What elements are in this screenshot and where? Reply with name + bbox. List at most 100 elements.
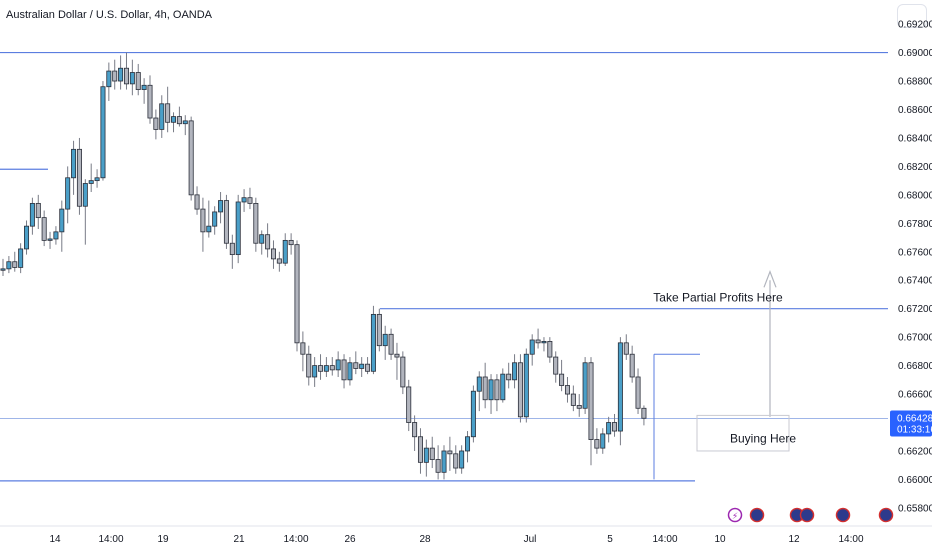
candle-body <box>300 342 306 355</box>
candle <box>370 305 376 375</box>
event-marker <box>878 507 894 523</box>
candle <box>541 337 547 352</box>
candle <box>165 86 171 133</box>
candle-body <box>12 261 18 268</box>
candle-body <box>376 313 382 347</box>
candle <box>517 354 523 423</box>
candle-body <box>159 103 165 130</box>
candle-body <box>18 248 24 268</box>
candle-body <box>65 177 71 210</box>
candle-body <box>517 362 523 418</box>
candle <box>423 439 429 477</box>
candle <box>612 413 618 437</box>
candle-body <box>100 86 106 179</box>
candle-body <box>341 359 347 381</box>
candle-body <box>241 197 247 203</box>
candle <box>259 230 265 255</box>
candle-body <box>194 194 200 210</box>
candle <box>147 75 153 124</box>
candle-body <box>82 183 88 207</box>
price-tick-label: 0.65800 <box>898 503 932 514</box>
candle <box>617 337 623 446</box>
candle-body <box>106 70 112 88</box>
candle <box>594 428 600 454</box>
candle-body <box>200 208 206 233</box>
candle-body <box>594 439 600 449</box>
candle-body <box>412 422 418 438</box>
candle-body <box>612 422 618 432</box>
candle-body <box>171 116 177 123</box>
candle-body <box>553 356 559 375</box>
chart-settings-button[interactable] <box>897 4 927 28</box>
candle-body <box>406 386 412 423</box>
candle-body <box>641 407 647 419</box>
candle <box>417 428 423 474</box>
candle <box>406 379 412 432</box>
candle-body <box>6 261 12 270</box>
event-marker <box>835 507 851 523</box>
time-tick-label: 14:00 <box>652 534 677 545</box>
candle <box>24 220 30 255</box>
candle-body <box>523 353 529 418</box>
candle <box>500 368 506 403</box>
candle <box>494 374 500 412</box>
candle <box>59 200 65 252</box>
time-tick-label: 19 <box>157 534 169 545</box>
time-tick-label: 14:00 <box>283 534 308 545</box>
candle <box>459 445 465 474</box>
candle <box>488 374 494 414</box>
candle <box>241 189 247 212</box>
candle-body <box>529 339 535 355</box>
candle <box>194 186 200 215</box>
candle-body <box>500 373 506 401</box>
candle <box>535 328 541 349</box>
price-tick-label: 0.66000 <box>898 475 932 486</box>
price-tick-label: 0.68400 <box>898 133 932 144</box>
candle-body <box>570 393 576 406</box>
time-tick-label: 12 <box>788 534 800 545</box>
price-tick-label: 0.68000 <box>898 190 932 201</box>
candle-body <box>323 365 329 372</box>
candle <box>635 368 641 414</box>
candle <box>394 342 400 380</box>
candle-body <box>465 436 471 452</box>
candle-body <box>623 342 629 355</box>
candle <box>88 163 94 193</box>
candle <box>276 251 282 272</box>
candle-body <box>617 342 623 432</box>
candle <box>123 52 129 90</box>
candle-body <box>541 341 547 344</box>
candle-body <box>129 72 135 85</box>
candle-body <box>29 202 35 227</box>
candle-body <box>123 67 129 85</box>
candle <box>288 233 294 255</box>
candle-body <box>459 450 465 469</box>
candle <box>600 428 606 454</box>
time-tick-label: 5 <box>607 534 613 545</box>
candle <box>82 179 88 245</box>
candle <box>376 308 382 352</box>
time-tick-label: 26 <box>344 534 356 545</box>
candle <box>65 166 71 224</box>
buy-label: Buying Here <box>730 431 796 445</box>
candle <box>465 431 471 463</box>
candle <box>141 78 147 104</box>
candle <box>229 234 235 269</box>
candle <box>100 81 106 181</box>
annotations: Take Partial Profits Here Buying Here <box>653 270 796 480</box>
countdown-label: 01:33:16 <box>897 425 932 436</box>
candle <box>118 55 124 90</box>
candle <box>582 357 588 414</box>
time-tick-label: Jul <box>524 534 537 545</box>
candle-body <box>253 202 259 244</box>
candle <box>400 351 406 395</box>
target-arrow-head <box>763 270 777 288</box>
candle-body <box>576 405 582 409</box>
price-tick-label: 0.66800 <box>898 361 932 372</box>
candle <box>606 416 612 443</box>
candle-body <box>635 376 641 409</box>
candle <box>453 445 459 474</box>
candle-body <box>182 120 188 125</box>
candle-body <box>453 453 459 469</box>
